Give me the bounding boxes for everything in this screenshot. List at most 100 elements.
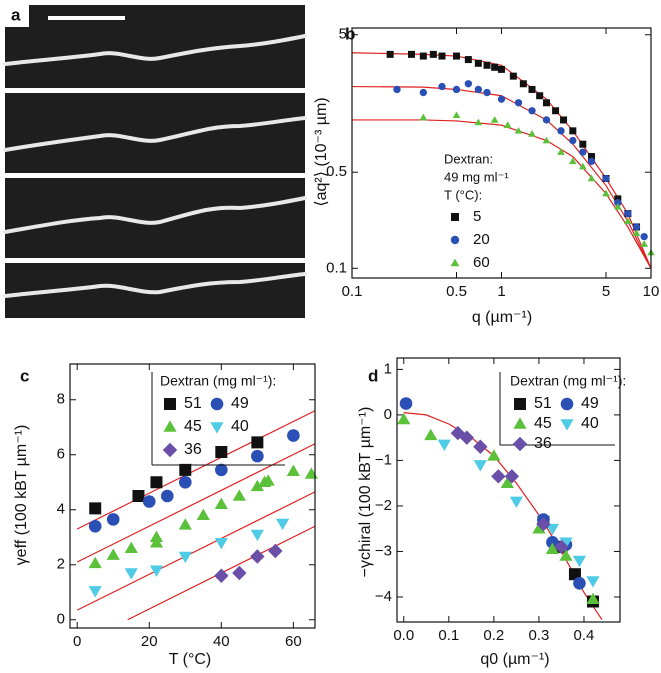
point [473,460,487,472]
point [474,59,482,67]
point [509,496,523,508]
legend-label: 51 [534,395,552,412]
point [268,543,283,559]
point [464,80,473,88]
membrane-edge [3,116,307,152]
point [483,61,491,69]
point [124,541,138,554]
fit-line [352,52,651,269]
x-tick-label: 0.1 [438,627,459,644]
panel-label: b [345,24,355,43]
point [250,479,264,492]
panel-label: a [11,5,21,24]
y-tick-label: 4 [57,501,65,518]
legend-title: Dextran: [444,151,493,166]
legend-title: T (°C): [444,187,482,202]
point [473,439,488,454]
x-axis-label: q0 (µm⁻¹) [480,651,549,668]
y-tick-label: 1 [384,360,392,377]
point [602,189,610,197]
point [528,130,536,137]
point [514,126,523,134]
point [491,63,499,71]
point [536,92,544,100]
x-tick-label: 0.5 [446,283,467,300]
legend-title: Dextran (mg ml⁻¹): [510,373,626,389]
point [490,116,499,123]
point [588,153,596,161]
point [587,174,596,182]
legend-marker [163,420,177,432]
x-axis-label: T (°C) [169,651,212,668]
point [250,549,265,564]
point [251,449,264,463]
image-strip [5,93,305,173]
legend-marker [451,213,459,221]
x-tick-label: 5 [602,283,610,300]
point [559,549,573,561]
point [196,508,210,521]
point [452,111,461,118]
point [88,519,102,533]
point [215,446,228,458]
point [232,565,247,581]
point [88,556,102,569]
point [437,439,451,452]
legend-label: 60 [473,254,490,271]
x-tick-label: 0.2 [483,627,504,644]
point [509,72,517,80]
point [459,430,475,445]
point [532,522,546,534]
x-tick-label: 40 [213,633,230,650]
point [464,56,472,64]
point [286,464,300,477]
point [424,428,438,441]
point [132,490,145,502]
y-tick-label: 6 [57,446,65,463]
membrane-edge [3,34,307,66]
x-tick-label: 0.0 [393,627,414,644]
fit-line [76,443,315,563]
point [397,412,411,425]
x-tick-label: 0.3 [528,627,549,644]
point [474,118,483,126]
point [500,476,514,488]
point [542,116,551,124]
legend-marker [210,397,224,411]
legend-title: Dextran (mg ml⁻¹): [160,373,276,389]
point [251,436,264,449]
point [552,107,560,115]
x-tick-label: 60 [285,633,302,650]
point [542,136,551,144]
point [640,232,648,241]
x-tick-label: 0.1 [342,283,363,300]
point [106,548,120,560]
point [214,497,228,510]
point [613,202,622,210]
point [419,113,428,121]
fit-line [76,410,315,530]
point [557,148,565,155]
legend-label: 5 [473,208,481,225]
point [142,495,156,508]
point [438,82,446,91]
legend-marker [162,442,178,458]
fit-line [403,412,603,621]
y-tick-label: 2 [57,556,65,573]
point [572,555,587,568]
point [543,99,551,107]
legend-marker [164,398,176,410]
legend-marker [450,258,460,267]
y-tick-label: 0 [57,611,65,628]
point [89,502,102,515]
point [587,157,596,166]
y-axis-label: γeff (100 kBT µm⁻¹) [13,425,30,566]
point [275,518,290,531]
point [419,52,427,60]
label-background [5,5,29,27]
point [568,157,577,165]
point [632,229,641,237]
point [586,592,600,605]
point [559,537,573,549]
point [546,536,559,549]
